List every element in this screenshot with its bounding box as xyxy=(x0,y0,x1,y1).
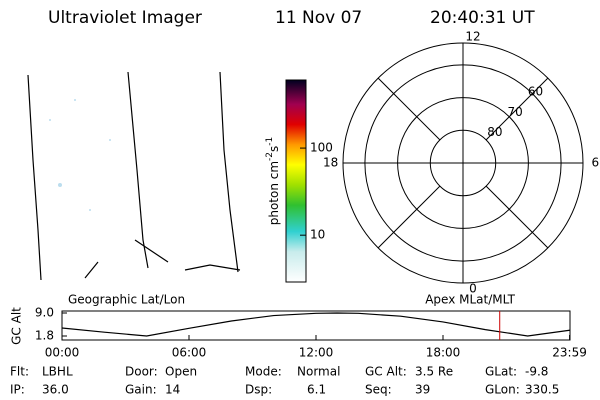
colorbar-label-part: s xyxy=(267,146,281,152)
x-tick-label: 06:00 xyxy=(172,346,207,360)
polar-ring xyxy=(364,64,562,262)
polar-hour-label: 0 xyxy=(469,282,477,296)
time: 20:40:31 UT xyxy=(430,8,535,28)
polar-spoke xyxy=(377,185,441,249)
colorbar-label-part: photon cm xyxy=(267,161,281,225)
title: Ultraviolet Imager xyxy=(48,8,202,28)
field-label: Door: xyxy=(125,365,158,379)
field-value: 36.0 xyxy=(42,383,69,397)
x-tick-label: 12:00 xyxy=(299,346,334,360)
y-tick-label: 1.8 xyxy=(35,329,54,343)
field-label: Flt: xyxy=(10,365,29,379)
field-label: Dsp: xyxy=(245,383,272,397)
field-label: Seq: xyxy=(365,383,392,397)
alt-title-left: Geographic Lat/Lon xyxy=(68,293,185,307)
polar-outer xyxy=(342,42,584,284)
field-label: Mode: xyxy=(245,365,282,379)
x-tick-label: 00:00 xyxy=(45,346,80,360)
colorbar-label-part: -1 xyxy=(265,137,275,146)
field-value: 6.1 xyxy=(307,383,326,397)
x-tick-label: 23:59 xyxy=(552,346,587,360)
field-value: 39 xyxy=(415,383,430,397)
field-label: GLat: xyxy=(485,365,517,379)
x-tick-label: 18:00 xyxy=(426,346,461,360)
polar-ring-label: 80 xyxy=(487,125,502,139)
polar-hour-label: 18 xyxy=(323,156,338,170)
field-value: LBHL xyxy=(42,365,73,379)
polar-ring-label: 70 xyxy=(508,105,523,119)
polar-spoke xyxy=(377,77,441,141)
polar-hour-label: 12 xyxy=(465,30,480,44)
field-label: GC Alt: xyxy=(365,365,407,379)
alt-line xyxy=(61,312,570,337)
y-tick-label: 9.0 xyxy=(35,306,54,320)
field-value: 3.5 Re xyxy=(415,365,453,379)
field-label: IP: xyxy=(10,383,25,397)
polar-hour-label: 6 xyxy=(591,156,599,170)
polar-grid xyxy=(343,43,583,283)
polar-ring xyxy=(397,97,529,229)
colorbar-label: photon cm-2s-1 xyxy=(265,137,281,226)
polar-ring xyxy=(429,129,497,197)
colorbar-tick-label: 100 xyxy=(310,141,333,155)
polar-spoke xyxy=(485,77,549,141)
field-label: GLon: xyxy=(485,383,520,397)
date: 11 Nov 07 xyxy=(275,8,362,28)
colorbar xyxy=(285,79,307,283)
colorbar-label-part: -2 xyxy=(265,152,275,161)
alt-ylabel: GC Alt xyxy=(10,307,24,345)
field-value: 330.5 xyxy=(525,383,559,397)
polar-spoke xyxy=(485,185,549,249)
field-value: -9.8 xyxy=(525,365,548,379)
field-label: Gain: xyxy=(125,383,157,397)
field-value: Open xyxy=(165,365,197,379)
field-value: Normal xyxy=(297,365,340,379)
image-panel xyxy=(27,71,241,281)
colorbar-tick-label: 10 xyxy=(310,228,325,242)
alt-title-right: Apex MLat/MLT xyxy=(425,293,515,307)
polar-ring-label: 60 xyxy=(528,85,543,99)
field-value: 14 xyxy=(165,383,180,397)
